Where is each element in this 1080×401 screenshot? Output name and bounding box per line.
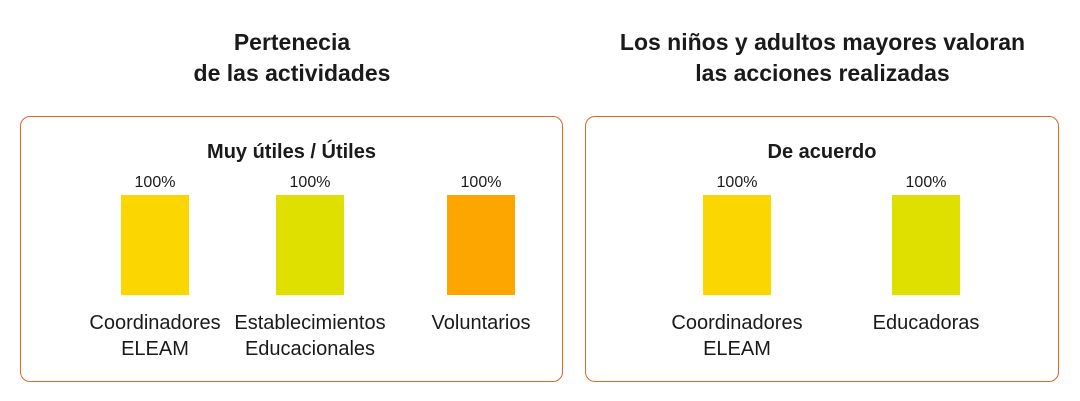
category-label-line: Voluntarios — [431, 312, 531, 334]
bar-track — [121, 195, 189, 295]
category-label-line: ELEAM — [703, 338, 771, 360]
category-label: Educadoras — [836, 310, 1016, 336]
bar-coordinadores-eleam — [703, 195, 771, 295]
bar-value-label: 100% — [716, 174, 758, 191]
bar-group-coordinadores-eleam: 100% Coordinadores ELEAM — [647, 173, 827, 362]
category-label-line: Establecimientos — [234, 312, 386, 334]
category-label: Voluntarios — [391, 310, 571, 336]
chart-title-line: de las actividades — [193, 60, 391, 86]
bar-value-label: 100% — [460, 174, 502, 191]
category-label-line: Coordinadores — [89, 312, 221, 334]
chart-title-line: las acciones realizadas — [695, 60, 950, 86]
bar-coordinadores-eleam — [121, 195, 189, 295]
chart-panel-valoracion: De acuerdo 100% Coordinadores ELEAM 100%… — [585, 116, 1059, 382]
bar-value-label: 100% — [134, 174, 176, 191]
category-label: Coordinadores ELEAM — [65, 310, 245, 362]
chart-panel-pertenencia: Muy útiles / Útiles 100% Coordinadores E… — [20, 116, 563, 382]
bar-track — [892, 195, 960, 295]
bar-group-voluntarios: 100% Voluntarios — [391, 173, 571, 336]
bar-track — [447, 195, 515, 295]
category-label: Establecimientos Educacionales — [220, 310, 400, 362]
category-label-line: Educacionales — [244, 338, 376, 360]
bar-group-establecimientos-educacionales: 100% Establecimientos Educacionales — [220, 173, 400, 362]
panel-subtitle: Muy útiles / Útiles — [207, 141, 376, 163]
chart-title-pertenencia: Pertenecia de las actividades — [21, 27, 563, 89]
chart-title-line: Los niños y adultos mayores valoran — [619, 29, 1026, 55]
category-label-line: Coordinadores — [671, 312, 803, 334]
bar-voluntarios — [447, 195, 515, 295]
panel-subtitle: De acuerdo — [767, 141, 877, 163]
category-label-line: Educadoras — [872, 312, 980, 334]
chart-title-line: Pertenecia — [233, 29, 351, 55]
bar-establecimientos-educacionales — [276, 195, 344, 295]
category-label: Coordinadores ELEAM — [647, 310, 827, 362]
bar-value-label: 100% — [905, 174, 947, 191]
bar-track — [703, 195, 771, 295]
bar-group-coordinadores-eleam: 100% Coordinadores ELEAM — [65, 173, 245, 362]
bar-track — [276, 195, 344, 295]
category-label-line: ELEAM — [121, 338, 189, 360]
chart-title-valoracion: Los niños y adultos mayores valoran las … — [586, 27, 1059, 89]
bar-educadoras — [892, 195, 960, 295]
bar-value-label: 100% — [289, 174, 331, 191]
bar-group-educadoras: 100% Educadoras — [836, 173, 1016, 336]
